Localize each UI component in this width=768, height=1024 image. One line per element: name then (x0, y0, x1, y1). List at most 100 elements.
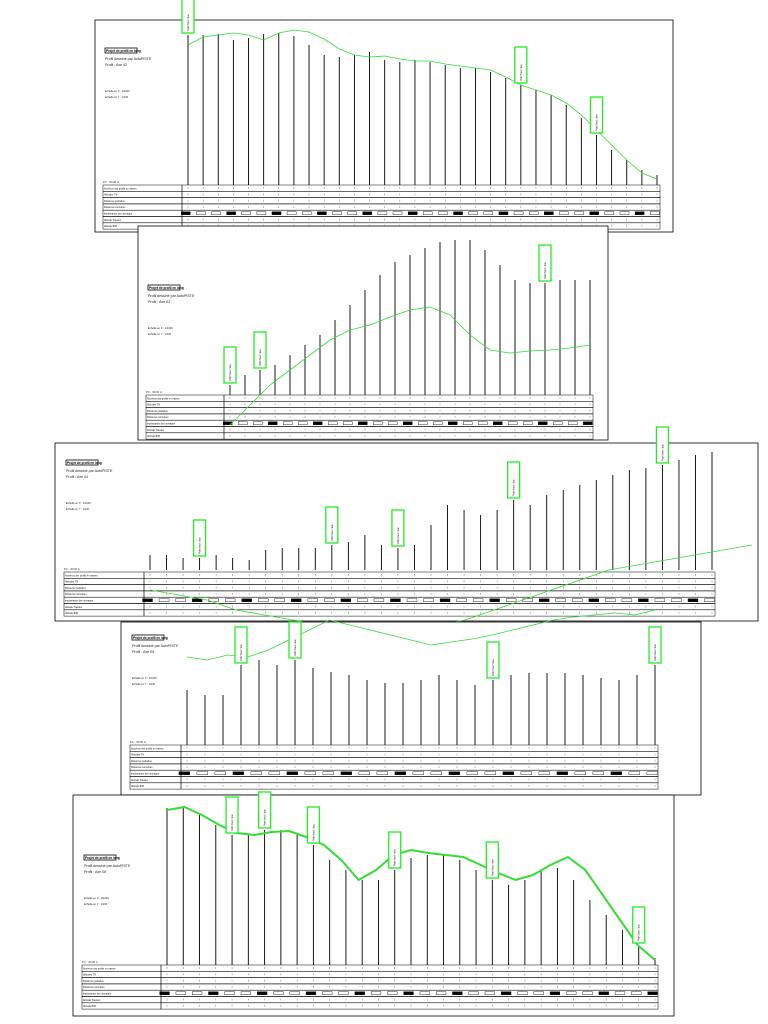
structure-mark (253, 421, 263, 425)
structure-mark (634, 211, 645, 215)
point-label-box (388, 831, 402, 869)
point-label-box (648, 626, 662, 664)
point-label-box (485, 841, 499, 879)
table-row (129, 782, 659, 790)
scale-x-text: Echelle en X : 1/1000 (84, 896, 109, 900)
point-label: Point haut / bas (253, 331, 267, 369)
structure-mark (241, 598, 252, 602)
point-label: Point haut / bas (257, 791, 272, 829)
point-label-box (223, 346, 237, 384)
title-box (104, 47, 138, 54)
structure-mark (523, 421, 533, 425)
structure-mark (180, 211, 191, 215)
structure-mark (544, 211, 554, 215)
structure-mark (628, 771, 640, 775)
point-label: Point haut / bas (632, 906, 646, 944)
scale-y-text: Echelle en Y : 1/100 (132, 682, 156, 686)
title-box (147, 284, 181, 291)
structure-mark (392, 211, 403, 215)
structure-mark (289, 991, 300, 995)
structure-mark (304, 771, 316, 775)
scale-x-text: Echelle en X : 1/1000 (105, 89, 130, 93)
structure-mark (468, 211, 478, 215)
point-label-box (325, 506, 339, 544)
structure-mark (484, 991, 495, 995)
structure-mark (559, 211, 569, 215)
structure-mark (214, 771, 226, 775)
structure-mark (142, 598, 153, 602)
pc-text: PC : -50.00 m (130, 740, 146, 744)
point-label-text: Point haut / bas (513, 479, 516, 496)
table-row-label: Altitudes TN (131, 754, 144, 757)
structure-mark (538, 771, 550, 775)
point-label-box (288, 621, 302, 659)
structure-mark (256, 211, 267, 215)
structure-mark (572, 598, 583, 602)
structure-mark (574, 211, 584, 215)
structure-mark (313, 421, 323, 425)
structure-mark (493, 421, 503, 425)
structure-mark (614, 991, 626, 995)
table-row-label: Distances cumulées (147, 416, 169, 419)
point-label: Point haut / bas (181, 0, 195, 34)
structure-mark (328, 421, 338, 425)
point-label-text: Point haut / bas (331, 524, 334, 541)
table-row (145, 432, 594, 440)
structure-mark (478, 421, 488, 425)
title-box (131, 634, 165, 641)
structure-mark (271, 211, 282, 215)
structure-mark (258, 598, 269, 602)
structure-mark (448, 421, 458, 425)
structure-mark (403, 991, 414, 995)
point-label-box (486, 641, 500, 679)
point-label: Point haut / bas (514, 46, 528, 84)
structure-mark (574, 771, 586, 775)
structure-mark (302, 211, 312, 215)
table-row-label: Altitude BIM (147, 435, 160, 438)
panel-frame (120, 621, 702, 796)
table-row-label: Altitude BIM (65, 612, 78, 615)
structure-mark (208, 991, 219, 995)
structure-mark (298, 421, 308, 425)
table-row-label: Implantation des ouvrages (147, 423, 176, 426)
structure-mark (358, 771, 370, 775)
table-row-label: Distances partielles (83, 980, 105, 983)
terrain-line (186, 609, 656, 661)
structure-mark (196, 771, 208, 775)
structure-mark (649, 211, 660, 215)
structure-mark (257, 991, 268, 995)
structure-mark (407, 211, 418, 215)
point-label-box (506, 461, 521, 499)
structure-mark (283, 421, 293, 425)
point-label-text: Point haut / bas (294, 639, 297, 656)
structure-mark (322, 991, 333, 995)
structure-mark (598, 991, 609, 995)
point-label-box (253, 331, 267, 369)
structure-mark (268, 771, 280, 775)
table-row-label: Distances partielles (104, 200, 126, 203)
point-label-box (192, 519, 207, 557)
structure-mark (394, 771, 406, 775)
structure-mark (589, 211, 599, 215)
structure-mark (452, 991, 463, 995)
structure-mark (520, 771, 532, 775)
structure-mark (274, 598, 285, 602)
structure-mark (704, 598, 715, 602)
point-label-text: Point haut / bas (187, 14, 190, 31)
point-label-box (538, 244, 552, 282)
point-label-text: Point haut / bas (240, 644, 243, 661)
point-label-text: Point haut / bas (397, 527, 400, 544)
structure-mark (340, 598, 352, 602)
structure-mark (466, 771, 478, 775)
point-label-text: Point haut / bas (654, 644, 657, 661)
profile-panel-3: Projet de profil en long Profil dessiné p… (54, 426, 759, 636)
table-row (63, 609, 716, 617)
point-label-text: Point haut / bas (544, 262, 547, 279)
table-row-label: Altitude Travaux (131, 779, 149, 782)
structure-mark (159, 991, 170, 995)
structure-mark (388, 421, 398, 425)
table-row-label: Altitude Travaux (104, 219, 122, 222)
structure-mark (423, 598, 434, 602)
structure-mark (224, 991, 235, 995)
structure-mark (268, 421, 278, 425)
